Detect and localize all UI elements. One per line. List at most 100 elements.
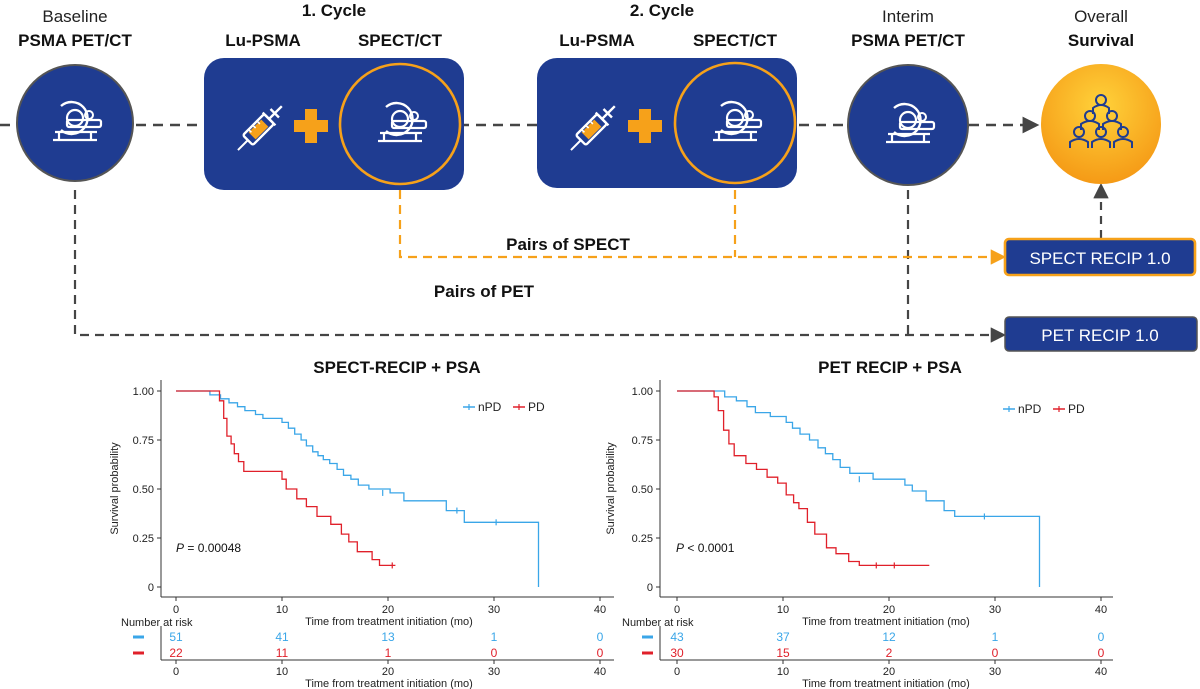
x-tick-label: 10 [777, 604, 789, 616]
risk-count-nPD: 12 [882, 630, 896, 644]
risk-x-tick-label: 10 [777, 666, 789, 678]
y-axis-label: Survival probability [605, 442, 617, 535]
y-tick-label: 0.25 [632, 533, 653, 545]
y-tick-label: 0.25 [133, 533, 154, 545]
pet-recip-label: PET RECIP 1.0 [1041, 326, 1158, 345]
x-tick-label: 0 [674, 604, 680, 616]
x-tick-label: 20 [883, 604, 895, 616]
risk-count-PD: 11 [276, 646, 289, 660]
risk-count-nPD: 0 [597, 630, 604, 644]
cycle2-lu-label: Lu-PSMA [559, 31, 635, 50]
chart-title: PET RECIP + PSA [818, 358, 962, 377]
spect-recip-label: SPECT RECIP 1.0 [1029, 249, 1170, 268]
y-axis-label: Survival probability [109, 442, 121, 535]
series-line-nPD [176, 390, 540, 587]
legend-label-PD: PD [1068, 402, 1085, 416]
legend-label-PD: PD [528, 400, 545, 414]
pet-pairs-connector [73, 190, 1007, 343]
workflow-diagram: Baseline PSMA PET/CT 1. Cycle Lu-PSMA SP… [0, 1, 1198, 352]
risk-x-tick-label: 30 [488, 666, 500, 678]
risk-count-nPD: 51 [169, 630, 183, 644]
cycle1-spect-label: SPECT/CT [358, 31, 443, 50]
y-tick-label: 0.75 [133, 435, 154, 447]
risk-count-PD: 1 [385, 646, 392, 660]
pairs-of-pet-label: Pairs of PET [434, 282, 535, 301]
risk-count-PD: 0 [597, 646, 604, 660]
risk-count-nPD: 41 [275, 630, 289, 644]
y-tick-label: 0 [647, 582, 653, 594]
risk-x-tick-label: 0 [674, 666, 680, 678]
y-tick-label: 1.00 [632, 386, 653, 398]
risk-count-PD: 0 [491, 646, 498, 660]
interim-node [847, 64, 969, 186]
risk-count-PD: 30 [670, 646, 684, 660]
legend-label-nPD: nPD [1018, 402, 1042, 416]
overall-survival-node [1041, 64, 1161, 184]
y-tick-label: 0.75 [632, 435, 653, 447]
risk-count-nPD: 0 [1098, 630, 1105, 644]
p-value-annotation: P < 0.0001 [676, 541, 735, 555]
legend-label-nPD: nPD [478, 400, 502, 414]
cycle1-lu-label: Lu-PSMA [225, 31, 301, 50]
risk-x-tick-label: 40 [594, 666, 606, 678]
overall-label: Overall [1074, 7, 1128, 26]
y-tick-label: 1.00 [133, 386, 154, 398]
series-line-PD [176, 390, 396, 567]
x-axis-label: Time from treatment initiation (mo) [305, 616, 473, 628]
cycle1-spect-ring [338, 62, 462, 186]
x-tick-label: 30 [488, 604, 500, 616]
spect-recip-box [1003, 237, 1197, 277]
p-value-symbol: P [176, 541, 184, 555]
pet-recip-box [1004, 316, 1198, 352]
risk-count-nPD: 13 [381, 630, 395, 644]
cycle2-title: 2. Cycle [630, 1, 694, 20]
x-tick-label: 0 [173, 604, 179, 616]
cycle2-spect-label: SPECT/CT [693, 31, 778, 50]
overall-title: Survival [1068, 31, 1134, 50]
y-tick-label: 0.50 [632, 484, 653, 496]
x-axis-label: Time from treatment initiation (mo) [802, 616, 970, 628]
risk-x-tick-label: 0 [173, 666, 179, 678]
baseline-label: Baseline [42, 7, 107, 26]
risk-table-header: Number at risk [622, 617, 694, 629]
risk-count-nPD: 37 [776, 630, 790, 644]
cycle2-spect-ring [673, 61, 797, 185]
risk-x-tick-label: 20 [382, 666, 394, 678]
risk-x-tick-label: 10 [276, 666, 288, 678]
interim-title: PSMA PET/CT [851, 31, 965, 50]
p-value-symbol: P [676, 541, 684, 555]
x-tick-label: 30 [989, 604, 1001, 616]
p-value-text: = 0.00048 [184, 541, 241, 555]
risk-count-nPD: 43 [670, 630, 684, 644]
series-line-PD [677, 390, 930, 567]
risk-count-PD: 2 [886, 646, 893, 660]
risk-count-nPD: 1 [491, 630, 498, 644]
y-tick-label: 0 [148, 582, 154, 594]
risk-count-PD: 22 [169, 646, 183, 660]
x-tick-label: 40 [594, 604, 606, 616]
risk-count-PD: 0 [992, 646, 999, 660]
interim-label: Interim [882, 7, 934, 26]
pairs-of-spect-label: Pairs of SPECT [506, 235, 630, 254]
series-line-nPD [677, 390, 1041, 587]
risk-x-axis-label: Time from treatment initiation (mo) [802, 678, 970, 689]
risk-x-tick-label: 40 [1095, 666, 1107, 678]
risk-table-header: Number at risk [121, 617, 193, 629]
risk-x-tick-label: 20 [883, 666, 895, 678]
y-tick-label: 0.50 [133, 484, 154, 496]
risk-x-axis-label: Time from treatment initiation (mo) [305, 678, 473, 689]
x-tick-label: 10 [276, 604, 288, 616]
risk-x-tick-label: 30 [989, 666, 1001, 678]
p-value-text: < 0.0001 [684, 541, 735, 555]
risk-count-PD: 0 [1098, 646, 1105, 660]
x-tick-label: 20 [382, 604, 394, 616]
spect-pairs-connector [398, 190, 1007, 265]
baseline-title: PSMA PET/CT [18, 31, 132, 50]
p-value-annotation: P = 0.00048 [176, 541, 241, 555]
chart-title: SPECT-RECIP + PSA [313, 358, 480, 377]
cycle1-title: 1. Cycle [302, 1, 366, 20]
baseline-node [16, 64, 134, 182]
